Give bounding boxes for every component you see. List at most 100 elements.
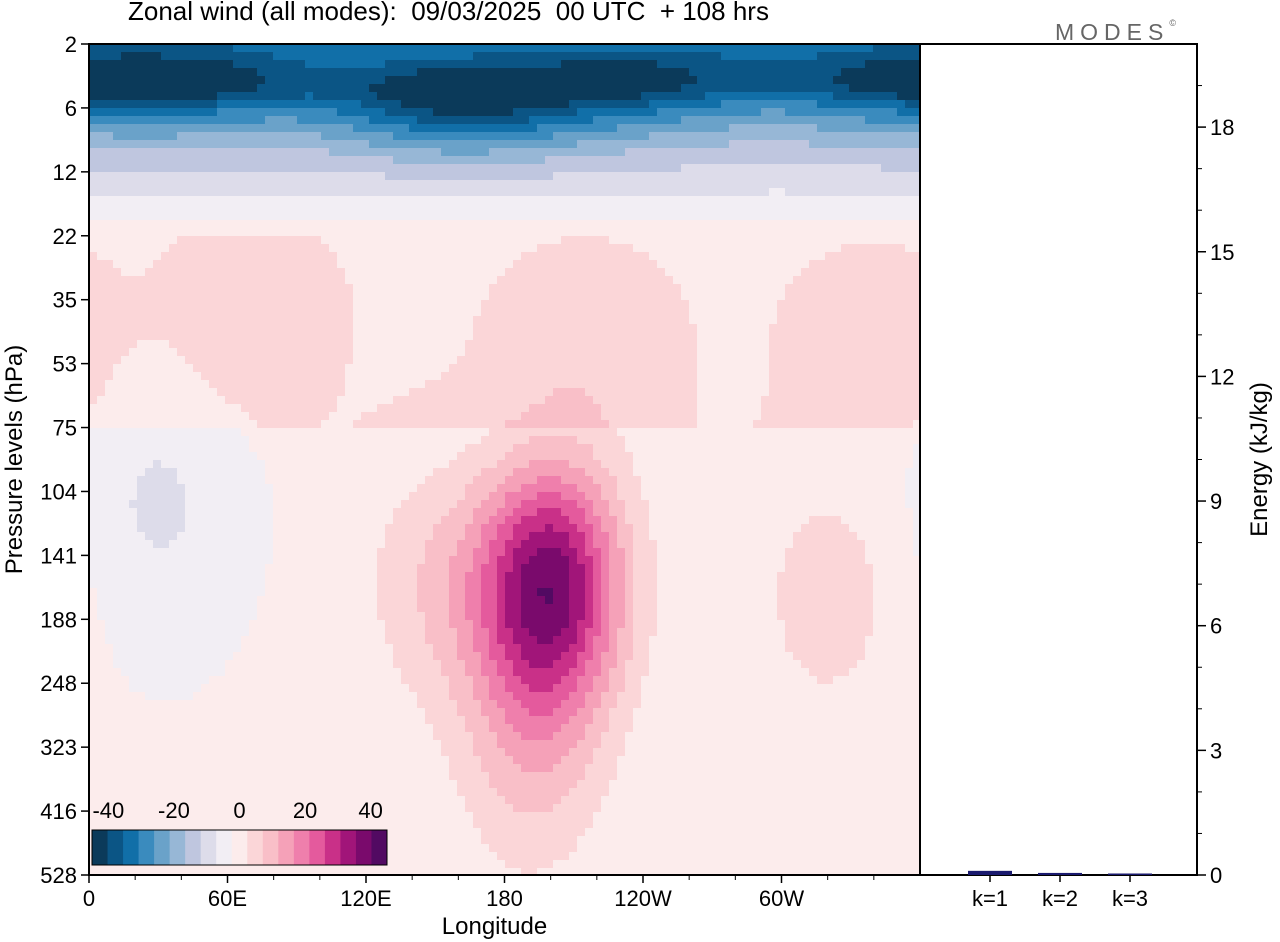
- heatmap-cell: [153, 76, 162, 85]
- heatmap-cell: [273, 324, 282, 333]
- heatmap-cell: [97, 228, 106, 237]
- heatmap-cell: [265, 268, 274, 277]
- heatmap-cell: [849, 300, 858, 309]
- heatmap-cell: [689, 44, 698, 53]
- heatmap-cell: [505, 188, 514, 197]
- heatmap-cell: [417, 348, 426, 357]
- heatmap-cell: [225, 252, 234, 261]
- heatmap-cell: [425, 188, 434, 197]
- heatmap-cell: [825, 396, 834, 405]
- heatmap-cell: [433, 68, 442, 77]
- heatmap-cell: [505, 52, 514, 61]
- heatmap-cell: [465, 100, 474, 109]
- heatmap-cell: [297, 420, 306, 429]
- heatmap-cell: [105, 140, 114, 149]
- heatmap-cell: [377, 380, 386, 389]
- heatmap-cell: [105, 252, 114, 261]
- heatmap-cell: [225, 332, 234, 341]
- heatmap-cell: [673, 140, 682, 149]
- heatmap-cell: [129, 284, 138, 293]
- heatmap-cell: [801, 268, 810, 277]
- heatmap-cell: [481, 300, 490, 309]
- heatmap-cell: [601, 100, 610, 109]
- heatmap-cell: [105, 124, 114, 133]
- heatmap-cell: [585, 212, 594, 221]
- heatmap-cell: [865, 300, 874, 309]
- heatmap-cell: [209, 252, 218, 261]
- heatmap-cell: [361, 252, 370, 261]
- heatmap-cell: [897, 420, 906, 429]
- heatmap-cell: [673, 260, 682, 269]
- heatmap-cell: [873, 300, 882, 309]
- heatmap-cell: [145, 188, 154, 197]
- heatmap-cell: [361, 284, 370, 293]
- heatmap-cell: [409, 332, 418, 341]
- heatmap-cell: [745, 244, 754, 253]
- heatmap-cell: [873, 76, 882, 85]
- heatmap-cell: [737, 404, 746, 413]
- heatmap-cell: [745, 68, 754, 77]
- heatmap-cell: [393, 52, 402, 61]
- heatmap-cell: [593, 316, 602, 325]
- heatmap-cell: [457, 372, 466, 381]
- heatmap-cell: [585, 52, 594, 61]
- heatmap-cell: [897, 228, 906, 237]
- heatmap-cell: [473, 180, 482, 189]
- heatmap-cell: [225, 228, 234, 237]
- heatmap-cell: [297, 412, 306, 421]
- heatmap-cell: [433, 124, 442, 133]
- heatmap-cell: [481, 212, 490, 221]
- heatmap-cell: [449, 244, 458, 253]
- heatmap-cell: [97, 268, 106, 277]
- heatmap-cell: [369, 420, 378, 429]
- heatmap-cell: [649, 300, 658, 309]
- heatmap-cell: [369, 52, 378, 61]
- heatmap-cell: [473, 140, 482, 149]
- heatmap-cell: [913, 324, 920, 333]
- heatmap-cell: [537, 164, 546, 173]
- heatmap-cell: [441, 156, 450, 165]
- heatmap-cell: [713, 396, 722, 405]
- heatmap-cell: [177, 196, 186, 205]
- heatmap-cell: [361, 316, 370, 325]
- heatmap-cell: [393, 236, 402, 245]
- heatmap-cell: [329, 324, 338, 333]
- heatmap-cell: [281, 92, 290, 101]
- heatmap-cell: [569, 52, 578, 61]
- heatmap-cell: [841, 372, 850, 381]
- heatmap-cell: [681, 44, 690, 53]
- heatmap-cell: [297, 388, 306, 397]
- heatmap-cell: [289, 92, 298, 101]
- heatmap-cell: [289, 228, 298, 237]
- heatmap-cell: [345, 348, 354, 357]
- heatmap-cell: [113, 44, 122, 53]
- heatmap-cell: [145, 260, 154, 269]
- heatmap-cell: [633, 420, 642, 429]
- heatmap-cell: [809, 300, 818, 309]
- heatmap-cell: [177, 220, 186, 229]
- heatmap-cell: [233, 140, 242, 149]
- heatmap-cell: [345, 76, 354, 85]
- heatmap-cell: [289, 356, 298, 365]
- heatmap-cell: [257, 132, 266, 141]
- heatmap-cell: [897, 356, 906, 365]
- heatmap-cell: [113, 156, 122, 165]
- heatmap-cell: [377, 228, 386, 237]
- heatmap-cell: [129, 396, 138, 405]
- heatmap-cell: [681, 356, 690, 365]
- heatmap-cell: [841, 204, 850, 213]
- heatmap-cell: [833, 196, 842, 205]
- heatmap-cell: [553, 364, 562, 373]
- heatmap-cell: [777, 108, 786, 117]
- heatmap-cell: [609, 276, 618, 285]
- heatmap-cell: [465, 180, 474, 189]
- heatmap-cell: [337, 236, 346, 245]
- heatmap-cell: [385, 188, 394, 197]
- heatmap-cell: [265, 92, 274, 101]
- heatmap-cell: [569, 316, 578, 325]
- heatmap-cell: [657, 284, 666, 293]
- heatmap-cell: [201, 92, 210, 101]
- heatmap-cell: [321, 124, 330, 133]
- heatmap-cell: [681, 316, 690, 325]
- heatmap-cell: [289, 180, 298, 189]
